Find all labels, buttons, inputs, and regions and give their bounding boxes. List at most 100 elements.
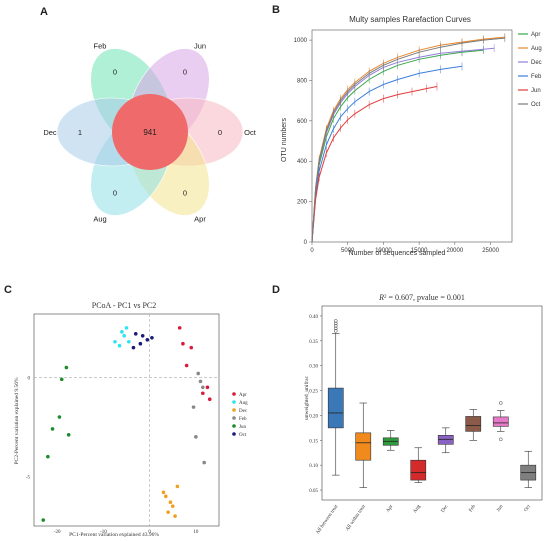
rarefaction-chart: Multy samples Rarefaction Curves OTU num… — [281, 15, 542, 257]
rarefaction-xtick-label: 20000 — [447, 248, 464, 254]
box-all-between-treat-outlier — [334, 326, 338, 331]
venn-value-feb: 0 — [113, 67, 117, 76]
boxplot-ytick-label: 0.35 — [309, 340, 318, 345]
boxplot-plot-frame — [321, 305, 543, 501]
pcoa-point-oct — [140, 333, 145, 338]
boxplot-ytick-label: 0.40 — [309, 315, 318, 320]
pcoa-legend-swatch-feb — [232, 416, 236, 420]
pcoa-point-apr — [177, 326, 182, 330]
pcoa-legend-label-aug: Aug — [239, 401, 248, 406]
box-aug-body — [410, 459, 427, 481]
pcoa-legend-swatch-dec — [232, 408, 236, 412]
venn-label-feb: Feb — [94, 41, 107, 50]
box-all-between-treat-label: All between treat — [316, 504, 340, 536]
rarefaction-ytick-label: 600 — [297, 119, 308, 125]
box-apr-label: Apr — [386, 504, 395, 514]
box-oct-label: Oct — [524, 504, 533, 513]
pcoa-point-apr — [184, 363, 189, 368]
rarefaction-title: Multy samples Rarefaction Curves — [349, 15, 471, 24]
pcoa-xtick-label: -20 — [54, 530, 61, 535]
pcoa-point-aug — [117, 343, 122, 348]
pcoa-point-feb — [198, 379, 203, 384]
pcoa-point-jun — [41, 518, 46, 522]
box-all-between-treat-outlier — [334, 319, 338, 323]
boxplot-title: R2 = 0.607, pvalue = 0.001 — [378, 293, 465, 302]
pcoa-point-oct — [150, 335, 154, 340]
pcoa-point-dec — [166, 510, 170, 514]
pcoa-point-oct — [131, 345, 136, 350]
pcoa-point-jun — [57, 415, 62, 419]
box-feb-body — [465, 416, 482, 432]
pcoa-point-feb — [196, 371, 200, 376]
pcoa-point-oct — [133, 332, 138, 336]
pcoa-point-aug — [122, 333, 126, 338]
box-jun-outlier — [499, 401, 503, 405]
box-jun-body — [492, 416, 509, 427]
pcoa-legend-swatch-apr — [232, 392, 236, 396]
venn-value-dec: 1 — [78, 128, 82, 137]
boxplot-ytick-label: 0.20 — [309, 414, 318, 419]
box-dec-body — [437, 435, 454, 445]
venn-label-jun: Jun — [194, 41, 206, 50]
legend-label-oct: Oct — [531, 102, 541, 108]
pcoa-xtick-label: -10 — [100, 530, 107, 535]
box-all-between-treat-outlier — [334, 324, 338, 328]
venn-label-dec: Dec — [43, 128, 57, 137]
pcoa-point-dec — [170, 504, 175, 508]
pcoa-xtick-label: 10 — [193, 530, 199, 535]
pcoa-plot-frame — [33, 313, 220, 527]
pcoa-point-apr — [201, 391, 205, 396]
pcoa-point-jun — [50, 427, 55, 431]
pcoa-point-aug — [113, 339, 117, 344]
pcoa-point-apr — [205, 385, 210, 390]
panel-label-c: C — [4, 284, 12, 296]
pcoa-point-dec — [173, 514, 177, 518]
venn-value-jun: 0 — [183, 67, 187, 76]
boxplot-ytick-label: 0.10 — [309, 464, 318, 469]
boxplot-ytick-label: 0.05 — [309, 489, 318, 494]
box-all-within-treat-label: All within treat — [345, 504, 367, 532]
pcoa-legend-label-oct: Oct — [239, 433, 247, 438]
pcoa-chart: PCoA - PC1 vs PC2 PC1-Percent variation … — [14, 301, 248, 538]
rarefaction-xtick-label: 25000 — [482, 248, 499, 254]
pcoa-xtick-label: 0 — [148, 530, 151, 535]
rarefaction-line-dec — [311, 47, 495, 243]
venn-value-oct: 0 — [218, 128, 222, 137]
rarefaction-xtick-label: 0 — [310, 248, 314, 254]
panel-label-a: A — [40, 6, 48, 18]
pcoa-point-apr — [207, 397, 212, 401]
rarefaction-xtick-label: 5000 — [341, 248, 355, 254]
pcoa-legend-swatch-jun — [232, 424, 236, 428]
pcoa-point-aug — [127, 339, 131, 344]
pcoa-point-oct — [145, 337, 150, 342]
pcoa-legend-label-jun: Jun — [239, 425, 246, 430]
pcoa-point-dec — [161, 490, 166, 495]
pcoa-point-apr — [181, 341, 185, 346]
pcoa-ylabel: PC2-Percent variation explained 9.56% — [14, 377, 20, 464]
pcoa-title: PCoA - PC1 vs PC2 — [92, 301, 156, 310]
venn-value-apr: 0 — [183, 189, 187, 198]
pcoa-point-apr — [189, 345, 194, 350]
rarefaction-line-aug — [311, 36, 505, 243]
pcoa-xlabel: PC1-Percent variation explained 43.96% — [69, 532, 159, 538]
venn-label-apr: Apr — [194, 215, 206, 224]
pcoa-ytick-label: -5 — [26, 475, 31, 480]
venn-label-aug: Aug — [93, 215, 106, 224]
pcoa-point-aug — [124, 326, 129, 330]
pcoa-point-dec — [164, 494, 168, 499]
box-dec-label: Dec — [441, 504, 450, 514]
boxplot-ylabel: unweighted_unifrac — [303, 375, 310, 420]
pcoa-point-jun — [46, 454, 50, 459]
boxplot-chart: R2 = 0.607, pvalue = 0.001 unweighted_un… — [303, 293, 543, 536]
rarefaction-ytick-label: 400 — [297, 159, 308, 165]
venn-label-oct: Oct — [244, 128, 257, 137]
pcoa-point-dec — [168, 500, 173, 505]
rarefaction-xlabel: Number of sequences sampled — [349, 250, 446, 257]
pcoa-point-jun — [59, 377, 64, 382]
box-jun-label: Jun — [496, 504, 504, 513]
pcoa-point-oct — [138, 341, 143, 346]
venn-value-aug: 0 — [113, 189, 117, 198]
pcoa-point-feb — [201, 385, 205, 390]
rarefaction-line-feb — [311, 65, 463, 243]
box-feb-label: Feb — [468, 504, 477, 513]
